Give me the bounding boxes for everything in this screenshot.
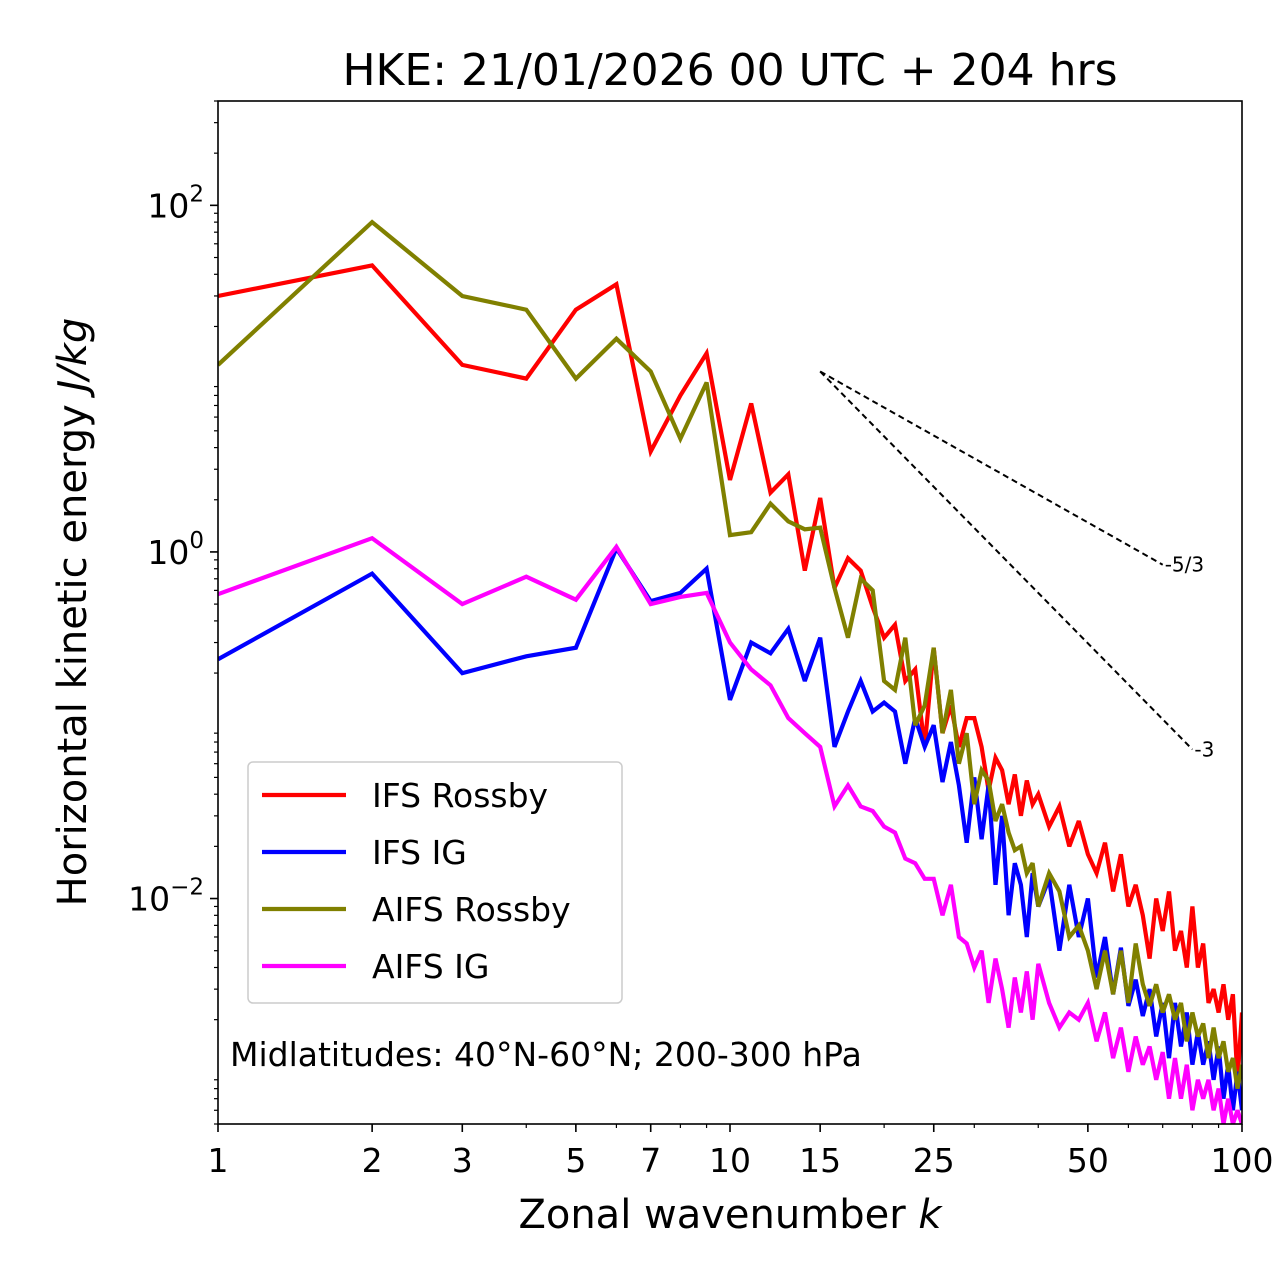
x-axis-label-text: Zonal wavenumber xyxy=(518,1192,906,1238)
x-tick-label: 50 xyxy=(1067,1141,1109,1180)
reference-slopes: -5/3 -3 xyxy=(819,370,1214,761)
reference-line-3 xyxy=(819,370,1194,751)
y-axis-ticks: 102 100 10−2 xyxy=(128,100,218,1125)
y-tick-label: 102 xyxy=(147,181,204,225)
y-axis-label-text: Horizontal kinetic energy xyxy=(50,404,96,906)
region-annotation: Midlatitudes: 40°N-60°N; 200-300 hPa xyxy=(230,1035,862,1074)
x-tick-label: 15 xyxy=(799,1141,841,1180)
legend-label-aifs-rossby: AIFS Rossby xyxy=(372,890,571,929)
x-axis-label: Zonal wavenumber k xyxy=(518,1192,943,1238)
x-tick-label: 10 xyxy=(709,1141,751,1180)
legend-label-ifs-ig: IFS IG xyxy=(372,833,467,872)
x-tick-label: 25 xyxy=(913,1141,955,1180)
legend-label-aifs-ig: AIFS IG xyxy=(372,947,489,986)
series-line-aifs-ig xyxy=(218,535,1242,1124)
reference-line-5-3 xyxy=(819,370,1164,566)
y-tick-label: 100 xyxy=(147,528,204,572)
x-tick-label: 5 xyxy=(565,1141,586,1180)
x-axis-ticks: 1 2 3 5 7 10 15 25 50 100 xyxy=(208,1124,1274,1180)
series-layer xyxy=(218,219,1242,1124)
reference-label-3: -3 xyxy=(1194,737,1214,761)
x-tick-label: 7 xyxy=(640,1141,661,1180)
legend-entries: IFS Rossby IFS IG AIFS Rossby AIFS IG xyxy=(262,776,571,986)
series-line-aifs-rossby xyxy=(218,219,1242,1089)
chart-title: HKE: 21/01/2026 00 UTC + 204 hrs xyxy=(342,45,1117,96)
x-tick-label: 100 xyxy=(1211,1141,1274,1180)
legend-label-ifs-rossby: IFS Rossby xyxy=(372,776,548,815)
reference-label-5-3: -5/3 xyxy=(1165,553,1204,577)
y-axis-label-unit: J/kg xyxy=(50,318,96,399)
legend-box xyxy=(247,761,623,1004)
series-line-ifs-rossby xyxy=(218,263,1242,1080)
y-tick-label: 10−2 xyxy=(128,875,204,919)
x-tick-label: 2 xyxy=(362,1141,383,1180)
x-tick-label: 3 xyxy=(452,1141,473,1180)
x-tick-label: 1 xyxy=(208,1141,229,1180)
x-axis-label-var: k xyxy=(918,1192,943,1238)
legend: IFS Rossby IFS IG AIFS Rossby AIFS IG xyxy=(247,761,623,1004)
y-axis-label: Horizontal kinetic energy J/kg xyxy=(50,318,96,907)
